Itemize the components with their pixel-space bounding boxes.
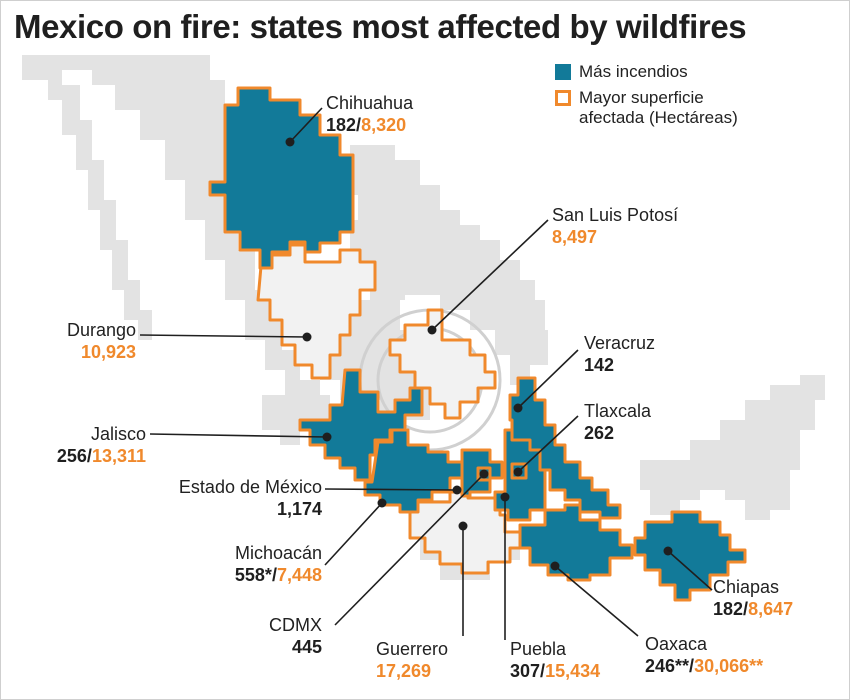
label-jalisco-area: 13,311 xyxy=(91,446,146,466)
label-cdmx-name: CDMX xyxy=(269,615,322,635)
leader-lines xyxy=(139,107,713,640)
label-slp-area: 8,497 xyxy=(552,227,598,247)
anchor-dots xyxy=(285,137,673,571)
legend-most-fires-label: Más incendios xyxy=(579,62,688,81)
legend-largest-area-line1: Mayor superficie xyxy=(579,88,704,107)
state-slp xyxy=(388,308,497,420)
legend: Más incendios Mayor superficie afectada … xyxy=(555,62,738,134)
label-michoacan-name: Michoacán xyxy=(234,543,322,563)
label-puebla: Puebla 307/15,434 xyxy=(510,638,600,682)
label-edomex-name: Estado de México xyxy=(178,477,322,497)
label-puebla-fires: 307 xyxy=(510,661,541,681)
label-chihuahua-name: Chihuahua xyxy=(326,93,414,113)
legend-largest-area: Mayor superficie afectada (Hectáreas) xyxy=(555,88,738,128)
label-chiapas-fires: 182 xyxy=(713,599,744,619)
label-slp-name: San Luis Potosí xyxy=(552,205,679,225)
label-puebla-sep: / xyxy=(540,661,546,681)
label-chihuahua-area: 8,320 xyxy=(361,115,407,135)
label-puebla-area: 15,434 xyxy=(545,661,601,681)
label-durango-area: 10,923 xyxy=(80,342,136,362)
label-oaxaca: Oaxaca 246**/30,066** xyxy=(645,633,763,677)
label-durango-name: Durango xyxy=(66,320,136,340)
label-jalisco-name: Jalisco xyxy=(90,424,146,444)
label-veracruz-fires: 142 xyxy=(584,355,615,375)
label-oaxaca-area: 30,066** xyxy=(694,656,764,676)
label-guerrero: Guerrero 17,269 xyxy=(376,638,448,682)
state-oaxaca xyxy=(518,503,634,582)
label-jalisco-sep: / xyxy=(86,446,92,466)
label-chihuahua-fires: 182 xyxy=(326,115,357,135)
legend-fill-swatch xyxy=(555,64,571,80)
state-chihuahua xyxy=(208,86,355,270)
label-edomex-fires: 1,174 xyxy=(276,499,322,519)
label-puebla-name: Puebla xyxy=(510,639,567,659)
label-cdmx-fires: 445 xyxy=(291,637,322,657)
map-title: Mexico on fire: states most affected by … xyxy=(14,8,747,45)
label-chihuahua-sep: / xyxy=(356,115,362,135)
legend-largest-area-line2: afectada (Hectáreas) xyxy=(579,108,738,127)
label-michoacan-fires: 558* xyxy=(234,565,272,585)
label-oaxaca-name: Oaxaca xyxy=(645,634,708,654)
label-veracruz: Veracruz 142 xyxy=(584,332,655,376)
legend-most-fires: Más incendios xyxy=(555,62,738,82)
label-edomex: Estado de México 1,174 xyxy=(130,476,322,520)
label-chihuahua: Chihuahua 182/8,320 xyxy=(326,92,413,136)
legend-largest-area-label: Mayor superficie afectada (Hectáreas) xyxy=(579,88,738,128)
label-tlaxcala: Tlaxcala 262 xyxy=(584,400,651,444)
state-chiapas xyxy=(633,510,747,602)
label-michoacan-sep: / xyxy=(271,565,277,585)
label-chiapas: Chiapas 182/8,647 xyxy=(713,576,793,620)
state-michoacan xyxy=(363,428,464,514)
label-durango: Durango 10,923 xyxy=(30,319,136,363)
label-jalisco-fires: 256 xyxy=(56,446,87,466)
label-chiapas-sep: / xyxy=(743,599,749,619)
label-tlaxcala-name: Tlaxcala xyxy=(584,401,652,421)
label-guerrero-area: 17,269 xyxy=(376,661,432,681)
label-jalisco: Jalisco 256/13,311 xyxy=(30,423,146,467)
label-michoacan: Michoacán 558*/7,448 xyxy=(190,542,322,586)
legend-outline-swatch xyxy=(555,90,571,106)
label-veracruz-name: Veracruz xyxy=(584,333,656,353)
label-michoacan-area: 7,448 xyxy=(276,565,322,585)
label-oaxaca-fires: 246** xyxy=(645,656,690,676)
label-slp: San Luis Potosí 8,497 xyxy=(552,204,678,248)
label-chiapas-area: 8,647 xyxy=(748,599,794,619)
label-chiapas-name: Chiapas xyxy=(713,577,780,597)
label-tlaxcala-fires: 262 xyxy=(584,423,615,443)
label-cdmx: CDMX 445 xyxy=(226,614,322,658)
label-guerrero-name: Guerrero xyxy=(376,639,449,659)
label-oaxaca-sep: / xyxy=(689,656,695,676)
